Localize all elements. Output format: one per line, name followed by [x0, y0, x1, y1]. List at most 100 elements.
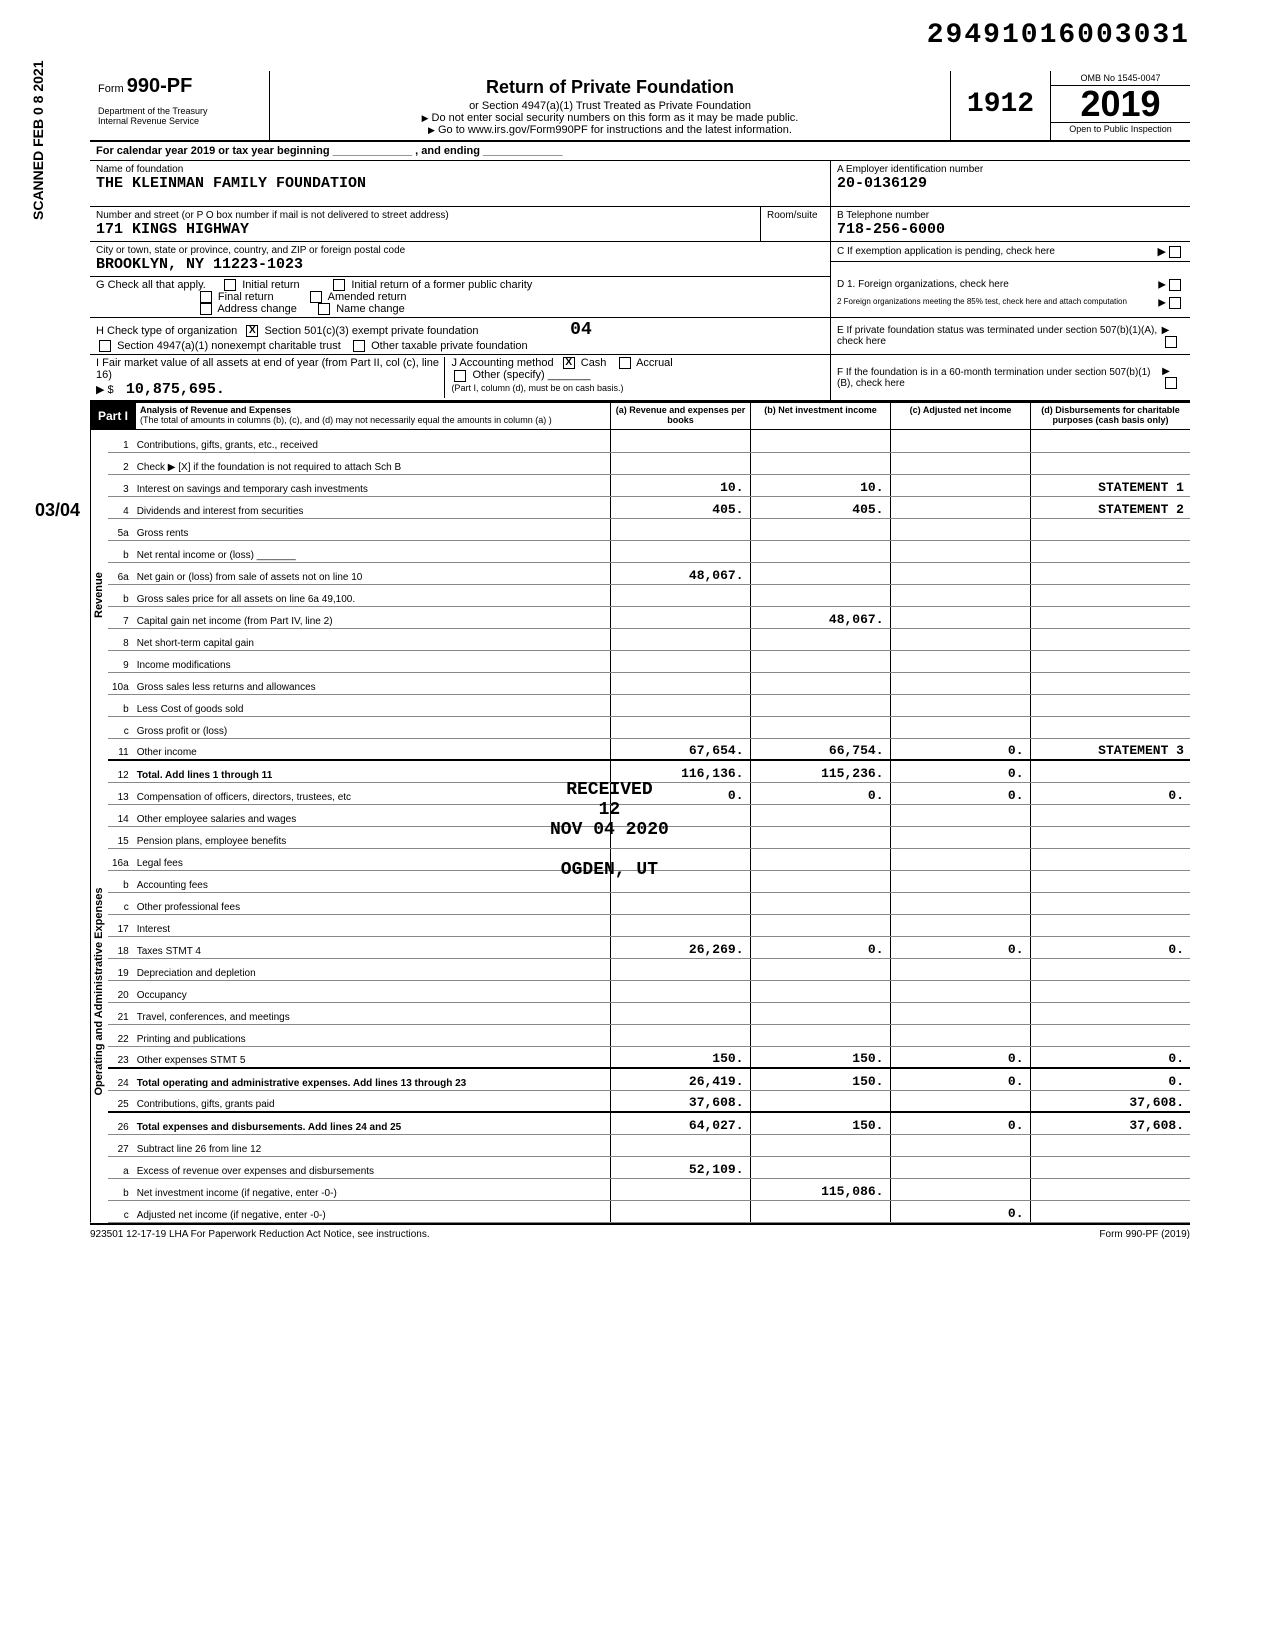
document-id: 29491016003031 — [90, 20, 1190, 51]
table-row: 1Contributions, gifts, grants, etc., rec… — [108, 430, 1190, 452]
line-desc: Printing and publications — [133, 1024, 610, 1046]
line-desc: Excess of revenue over expenses and disb… — [133, 1156, 610, 1178]
other-method-checkbox[interactable] — [454, 370, 466, 382]
boxf-checkbox[interactable] — [1165, 377, 1177, 389]
lineh-boxe-row: H Check type of organization X Section 5… — [90, 318, 1190, 355]
code-box: 1912 — [950, 71, 1050, 140]
footer: 923501 12-17-19 LHA For Paperwork Reduct… — [90, 1225, 1190, 1244]
amount-col-c: 0. — [890, 1200, 1030, 1222]
amount-col-b — [750, 452, 890, 474]
amount-col-d — [1030, 452, 1190, 474]
initial-return-checkbox[interactable] — [224, 279, 236, 291]
amount-col-a — [610, 848, 750, 870]
amount-col-c — [890, 540, 1030, 562]
amount-col-d — [1030, 958, 1190, 980]
line-number: 2 — [108, 452, 133, 474]
line-desc: Less Cost of goods sold — [133, 694, 610, 716]
final-return-checkbox[interactable] — [200, 291, 212, 303]
boxe-checkbox[interactable] — [1165, 336, 1177, 348]
lineh-opt1: Section 501(c)(3) exempt private foundat… — [264, 325, 478, 337]
table-row: 12Total. Add lines 1 through 11116,136.1… — [108, 760, 1190, 782]
amount-col-c: 0. — [890, 1046, 1030, 1068]
table-row: 2Check ▶ [X] if the foundation is not re… — [108, 452, 1190, 474]
initial-former-checkbox[interactable] — [333, 279, 345, 291]
4947a1-checkbox[interactable] — [99, 340, 111, 352]
amount-col-b — [750, 430, 890, 452]
boxd1-checkbox[interactable] — [1169, 279, 1181, 291]
line-number: 15 — [108, 826, 133, 848]
linej-label: J Accounting method — [451, 357, 553, 369]
amount-col-b: 150. — [750, 1046, 890, 1068]
line-desc: Subtract line 26 from line 12 — [133, 1134, 610, 1156]
amount-col-a: 405. — [610, 496, 750, 518]
amount-col-c — [890, 1156, 1030, 1178]
table-row: cAdjusted net income (if negative, enter… — [108, 1200, 1190, 1222]
form-page: SCANNED FEB 0 8 2021 03/04 2949101600303… — [90, 20, 1190, 1244]
name-change-checkbox[interactable] — [318, 303, 330, 315]
amount-col-a — [610, 914, 750, 936]
amount-col-c — [890, 804, 1030, 826]
table-row: bAccounting fees — [108, 870, 1190, 892]
line-number: 24 — [108, 1068, 133, 1090]
line-number: b — [108, 540, 133, 562]
table-row: 19Depreciation and depletion — [108, 958, 1190, 980]
line-number: 27 — [108, 1134, 133, 1156]
linej-accrual: Accrual — [636, 357, 673, 369]
amount-col-c — [890, 870, 1030, 892]
amount-col-c — [890, 848, 1030, 870]
amount-col-b: 405. — [750, 496, 890, 518]
amount-col-d — [1030, 892, 1190, 914]
amount-col-d — [1030, 562, 1190, 584]
line-desc: Depreciation and depletion — [133, 958, 610, 980]
other-pf-checkbox[interactable] — [353, 340, 365, 352]
amount-col-d — [1030, 650, 1190, 672]
amount-col-c — [890, 474, 1030, 496]
address-change-checkbox[interactable] — [200, 303, 212, 315]
amount-col-b: 150. — [750, 1068, 890, 1090]
part1-grid: Revenue Operating and Administrative Exp… — [90, 430, 1190, 1225]
boxd2-checkbox[interactable] — [1169, 297, 1181, 309]
amount-col-c — [890, 958, 1030, 980]
cash-checkbox[interactable]: X — [563, 357, 575, 369]
linej-cash: Cash — [581, 357, 607, 369]
table-row: 27Subtract line 26 from line 12 — [108, 1134, 1190, 1156]
amount-col-d — [1030, 1156, 1190, 1178]
line-number: 16a — [108, 848, 133, 870]
amount-col-b: 10. — [750, 474, 890, 496]
amount-col-b — [750, 848, 890, 870]
opt-final: Final return — [218, 291, 274, 303]
line-desc: Contributions, gifts, grants paid — [133, 1090, 610, 1112]
line-desc: Net investment income (if negative, ente… — [133, 1178, 610, 1200]
line-number: 4 — [108, 496, 133, 518]
amount-col-d: 37,608. — [1030, 1090, 1190, 1112]
line-number: b — [108, 694, 133, 716]
amount-col-a — [610, 826, 750, 848]
foundation-name: THE KLEINMAN FAMILY FOUNDATION — [96, 175, 824, 192]
amount-col-d: 37,608. — [1030, 1112, 1190, 1134]
box-e: E If private foundation status was termi… — [830, 318, 1190, 354]
amount-col-d — [1030, 826, 1190, 848]
line-desc: Gross profit or (loss) — [133, 716, 610, 738]
amount-col-b — [750, 562, 890, 584]
lineh-opt3: Other taxable private foundation — [371, 340, 528, 352]
table-row: 26Total expenses and disbursements. Add … — [108, 1112, 1190, 1134]
line-desc: Contributions, gifts, grants, etc., rece… — [133, 430, 610, 452]
amount-col-a — [610, 1200, 750, 1222]
accrual-checkbox[interactable] — [619, 357, 631, 369]
tax-year: 2019 — [1051, 86, 1190, 122]
amended-checkbox[interactable] — [310, 291, 322, 303]
boxc-checkbox[interactable] — [1169, 246, 1181, 258]
year-box: OMB No 1545-0047 2019 Open to Public Ins… — [1050, 71, 1190, 140]
line-desc: Taxes STMT 4 — [133, 936, 610, 958]
box-d: D 1. Foreign organizations, check here ▶… — [830, 277, 1190, 317]
table-row: 9Income modifications — [108, 650, 1190, 672]
501c3-checkbox[interactable]: X — [246, 325, 258, 337]
lineij-boxf-row: I Fair market value of all assets at end… — [90, 355, 1190, 401]
line-desc: Accounting fees — [133, 870, 610, 892]
amount-col-d — [1030, 1002, 1190, 1024]
box-f: F If the foundation is in a 60-month ter… — [830, 355, 1190, 400]
line-number: 5a — [108, 518, 133, 540]
form-header: Form 990-PF Department of the Treasury I… — [90, 71, 1190, 142]
table-row: bNet investment income (if negative, ent… — [108, 1178, 1190, 1200]
amount-col-c — [890, 518, 1030, 540]
